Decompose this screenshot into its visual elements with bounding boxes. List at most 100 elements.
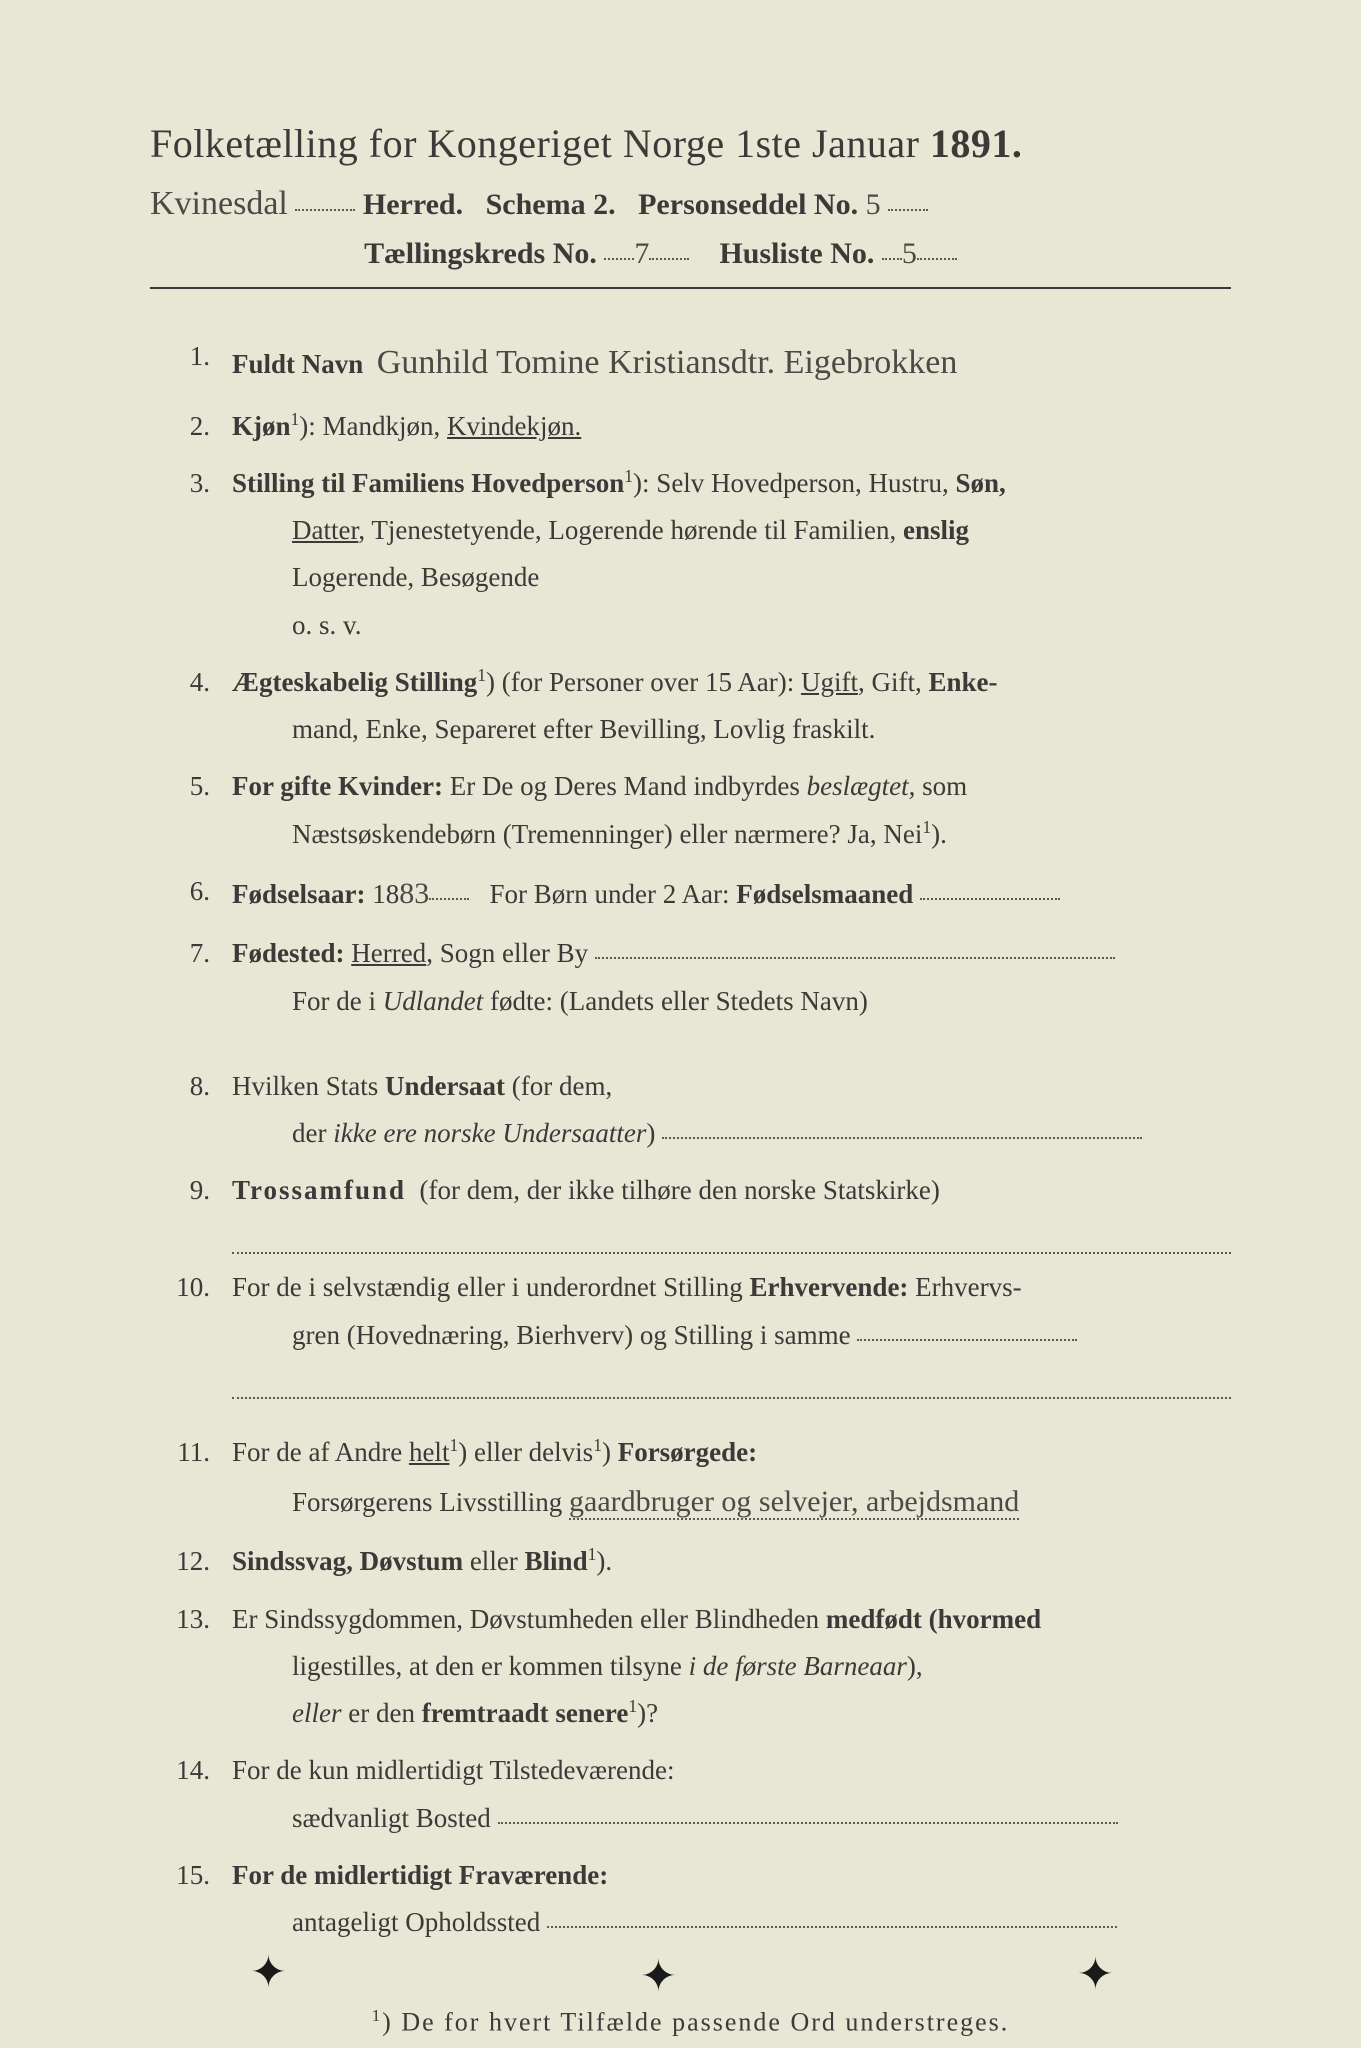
field-bold: Blind bbox=[525, 1546, 588, 1576]
dotted-fill bbox=[920, 898, 1060, 900]
dotted-fill bbox=[649, 258, 689, 260]
dotted-fill bbox=[547, 1926, 1117, 1928]
field-text: ? bbox=[646, 1698, 658, 1728]
footnote: 1) De for hvert Tilfælde passende Ord un… bbox=[150, 2006, 1231, 2038]
field-text: For Børn under 2 Aar: bbox=[489, 879, 729, 909]
field-text: Hvilken Stats bbox=[232, 1071, 378, 1101]
form-title: Folketælling for Kongeriget Norge 1ste J… bbox=[150, 120, 1231, 167]
dotted-line bbox=[232, 1215, 1231, 1255]
spacer bbox=[150, 1409, 1231, 1429]
item-12-disability: 12. Sindssvag, Døvstum eller Blind1). bbox=[150, 1538, 1231, 1585]
field-text: For de i bbox=[292, 986, 376, 1016]
field-text: eller delvis bbox=[474, 1437, 593, 1467]
herred-handwritten: Kvinesdal bbox=[150, 185, 288, 222]
option-text: , Tjenestetyende, Logerende hørende til … bbox=[358, 515, 896, 545]
item-number: 1. bbox=[150, 333, 232, 393]
field-text: gren (Hovednæring, Bierhverv) og Stillin… bbox=[292, 1320, 851, 1350]
dotted-fill bbox=[295, 209, 355, 211]
item-number: 14. bbox=[150, 1747, 232, 1842]
field-label: Kjøn bbox=[232, 411, 291, 441]
option-text: Mandkjøn, bbox=[323, 411, 441, 441]
field-bold: Fødselsmaaned bbox=[736, 879, 913, 909]
paren-text: (for Personer over 15 Aar): bbox=[502, 667, 794, 697]
dotted-fill bbox=[498, 1822, 1118, 1824]
item-number: 15. bbox=[150, 1852, 232, 1947]
field-emphasis: eller bbox=[292, 1698, 341, 1728]
item-6-birthyear: 6. Fødselsaar: 1883 For Børn under 2 Aar… bbox=[150, 868, 1231, 921]
field-text: For de af Andre bbox=[232, 1437, 402, 1467]
option-bold: enslig bbox=[903, 515, 969, 545]
personseddel-no: 5 bbox=[866, 188, 881, 221]
field-bold: medfødt (hvormed bbox=[826, 1604, 1041, 1634]
field-text: der bbox=[292, 1118, 326, 1148]
field-text: antageligt Opholdssted bbox=[292, 1907, 540, 1937]
dotted-fill bbox=[882, 258, 902, 260]
kreds-label: Tællingskreds No. bbox=[364, 237, 597, 270]
field-text: Er Sindssygdommen, Døvstumheden eller Bl… bbox=[232, 1604, 819, 1634]
dotted-fill bbox=[429, 898, 469, 900]
dotted-fill bbox=[917, 258, 957, 260]
field-text: For de kun midlertidigt Tilstedeværende: bbox=[232, 1755, 674, 1785]
field-text: Næstsøskendebørn (Tremenninger) eller næ… bbox=[292, 819, 922, 849]
item-number: 8. bbox=[150, 1063, 232, 1158]
item-7-birthplace: 7. Fødested: Herred, Sogn eller By For d… bbox=[150, 930, 1231, 1025]
item-3-relation: 3. Stilling til Familiens Hovedperson1):… bbox=[150, 460, 1231, 649]
field-text: ligestilles, at den er kommen tilsyne bbox=[292, 1651, 682, 1681]
spacer bbox=[150, 1035, 1231, 1063]
binding-hole-icon: ✦ bbox=[1077, 1958, 1111, 1992]
provider-handwritten: gaardbruger og selvejer, arbejdsmand bbox=[569, 1485, 1019, 1520]
item-11-supported: 11. For de af Andre helt1) eller delvis1… bbox=[150, 1429, 1231, 1529]
item-5-married-women: 5. For gifte Kvinder: Er De og Deres Man… bbox=[150, 763, 1231, 858]
item-9-religion: 9. Trossamfund (for dem, der ikke tilhør… bbox=[150, 1167, 1231, 1254]
dotted-fill bbox=[662, 1137, 1142, 1139]
dotted-fill bbox=[604, 258, 634, 260]
field-label: Trossamfund bbox=[232, 1175, 406, 1205]
field-bold: Undersaat bbox=[385, 1071, 505, 1101]
field-label: Fødested: bbox=[232, 938, 344, 968]
selected-option: Herred bbox=[351, 938, 426, 968]
item-number: 13. bbox=[150, 1596, 232, 1738]
field-label: Sindssvag, Døvstum bbox=[232, 1546, 463, 1576]
field-emphasis: beslægtet, bbox=[807, 771, 916, 801]
field-emphasis: Udlandet bbox=[383, 986, 484, 1016]
divider bbox=[150, 287, 1231, 289]
option-bold: Søn, bbox=[956, 468, 1006, 498]
field-label: Ægteskabelig Stilling bbox=[232, 667, 477, 697]
field-text: sædvanligt Bosted bbox=[292, 1803, 491, 1833]
field-text: som bbox=[922, 771, 967, 801]
field-emphasis: i de første Barneaar bbox=[689, 1651, 907, 1681]
item-8-citizenship: 8. Hvilken Stats Undersaat (for dem, der… bbox=[150, 1063, 1231, 1158]
schema-label: Schema 2. bbox=[486, 188, 616, 221]
binding-hole-icon: ✦ bbox=[250, 1956, 284, 1990]
selected-option: helt bbox=[409, 1437, 450, 1467]
field-text: ), bbox=[907, 1651, 923, 1681]
item-2-sex: 2. Kjøn1): Mandkjøn, Kvindekjøn. bbox=[150, 403, 1231, 450]
field-text: Er De og Deres Mand indbyrdes bbox=[450, 771, 800, 801]
dotted-fill bbox=[857, 1339, 1077, 1341]
option-text: Selv Hovedperson, Hustru, bbox=[656, 468, 948, 498]
field-text: er den bbox=[348, 1698, 415, 1728]
field-label: Fuldt Navn bbox=[232, 349, 363, 379]
year-handwritten: 83 bbox=[399, 877, 429, 910]
field-label: For de midlertidigt Fraværende: bbox=[232, 1860, 608, 1890]
item-13-congenital: 13. Er Sindssygdommen, Døvstumheden elle… bbox=[150, 1596, 1231, 1738]
option-text: Logerende, Besøgende bbox=[232, 554, 1231, 601]
field-text: fødte: (Landets eller Stedets Navn) bbox=[490, 986, 868, 1016]
item-number: 5. bbox=[150, 763, 232, 858]
item-number: 7. bbox=[150, 930, 232, 1025]
subtitle-row-1: Kvinesdal Herred. Schema 2. Personseddel… bbox=[150, 185, 1231, 223]
item-15-temporary-absent: 15. For de midlertidigt Fraværende: anta… bbox=[150, 1852, 1231, 1947]
selected-option: Datter bbox=[292, 515, 358, 545]
item-14-temporary-present: 14. For de kun midlertidigt Tilstedevære… bbox=[150, 1747, 1231, 1842]
option-text: , Gift, bbox=[858, 667, 922, 697]
item-number: 3. bbox=[150, 460, 232, 649]
option-bold: Enke- bbox=[928, 667, 997, 697]
year-prefix: 18 bbox=[372, 879, 399, 909]
footnote-text: ) De for hvert Tilfælde passende Ord und… bbox=[382, 2008, 1009, 2037]
dotted-fill bbox=[595, 957, 1115, 959]
field-text: (for dem, bbox=[512, 1071, 612, 1101]
footnote-marker: 1 bbox=[372, 2006, 382, 2025]
field-text: (for dem, der ikke tilhøre den norske St… bbox=[420, 1175, 940, 1205]
herred-label: Herred. bbox=[363, 188, 463, 221]
selected-option: Ugift bbox=[801, 667, 858, 697]
